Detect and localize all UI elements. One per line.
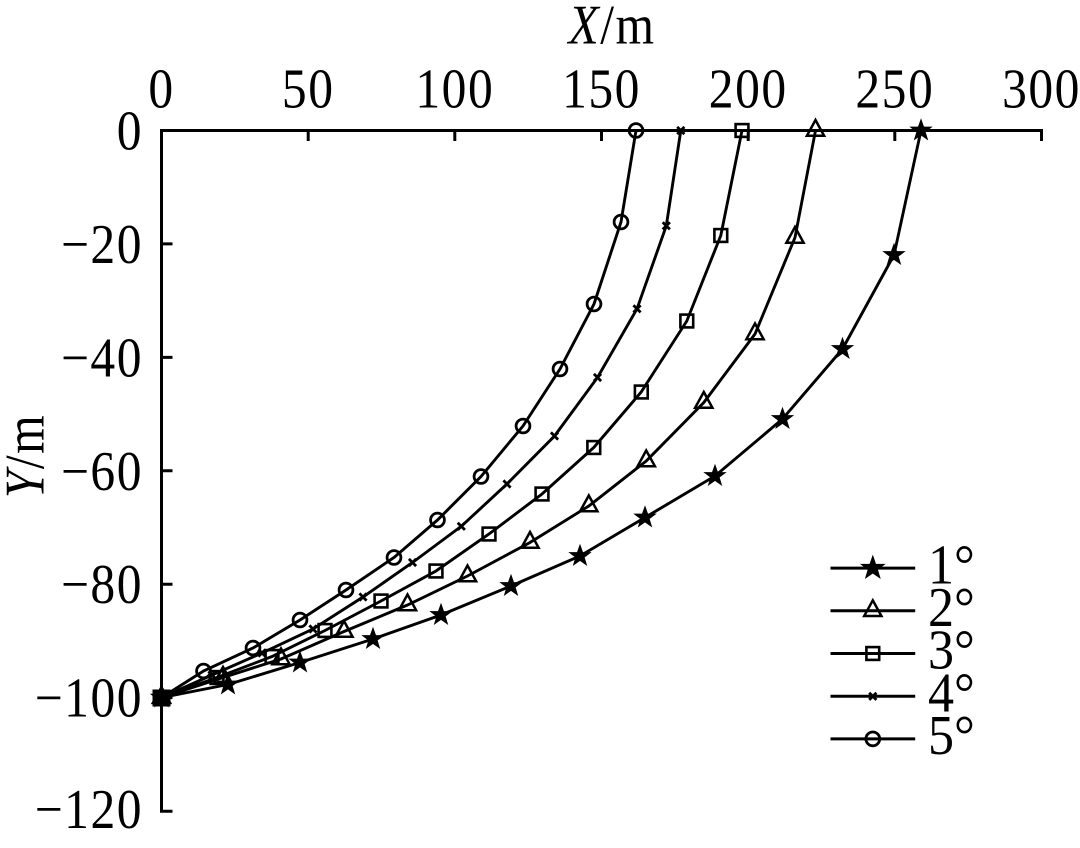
svg-text:Y/m: Y/m bbox=[0, 414, 56, 498]
svg-text:−20: −20 bbox=[61, 214, 143, 275]
svg-text:150: 150 bbox=[562, 59, 641, 120]
svg-text:250: 250 bbox=[855, 59, 934, 120]
svg-text:0: 0 bbox=[148, 59, 174, 120]
svg-text:−100: −100 bbox=[35, 668, 143, 729]
svg-text:X/m: X/m bbox=[567, 0, 656, 56]
svg-text:−80: −80 bbox=[61, 554, 143, 615]
svg-text:100: 100 bbox=[415, 59, 494, 120]
svg-text:3°: 3° bbox=[928, 619, 975, 681]
svg-text:4°: 4° bbox=[928, 662, 975, 724]
svg-text:−40: −40 bbox=[61, 328, 143, 389]
svg-text:1°: 1° bbox=[928, 534, 975, 596]
svg-text:−120: −120 bbox=[35, 779, 143, 840]
svg-text:300: 300 bbox=[1002, 59, 1080, 120]
svg-text:−60: −60 bbox=[61, 441, 143, 502]
svg-text:5°: 5° bbox=[928, 704, 975, 766]
svg-text:0: 0 bbox=[117, 101, 143, 162]
svg-text:50: 50 bbox=[282, 59, 335, 120]
svg-text:200: 200 bbox=[709, 59, 788, 120]
svg-text:2°: 2° bbox=[928, 576, 975, 638]
